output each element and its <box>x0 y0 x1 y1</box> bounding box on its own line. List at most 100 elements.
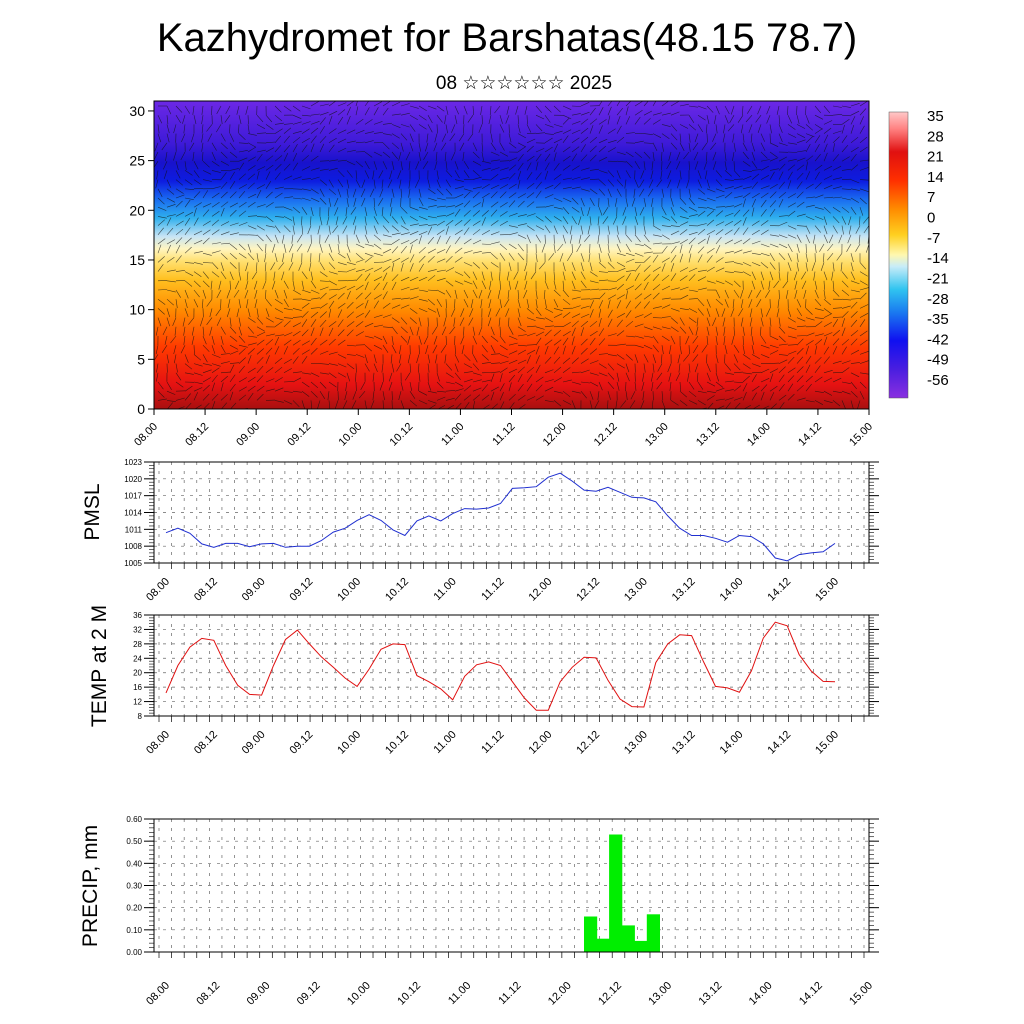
wind-barb <box>400 286 410 291</box>
wind-barb <box>526 366 535 374</box>
wind-barb <box>614 410 617 419</box>
wind-barb <box>688 326 694 335</box>
wind-barb <box>805 216 815 221</box>
wind-barb <box>697 269 707 272</box>
wind-barb <box>706 363 711 373</box>
wind-barb <box>553 271 555 281</box>
wind-barb <box>499 367 508 374</box>
wind-barb <box>526 317 536 321</box>
wind-barb <box>643 110 653 116</box>
wind-barb <box>490 335 499 342</box>
wind-barb <box>391 246 399 254</box>
wind-barb <box>517 349 527 355</box>
wind-barb <box>607 299 611 309</box>
wind-barb <box>615 197 618 207</box>
x-tick-label: 14.00 <box>718 576 746 604</box>
wind-barb <box>409 326 414 336</box>
wind-barb <box>724 220 734 226</box>
wind-barb <box>355 106 359 116</box>
wind-barb <box>292 188 303 190</box>
wind-barb <box>472 387 482 392</box>
wind-barb <box>216 124 222 133</box>
wind-barb <box>274 163 282 171</box>
wind-barb <box>292 152 298 162</box>
wind-barb <box>571 357 579 364</box>
wind-barb <box>607 262 615 269</box>
wind-barb <box>635 410 638 419</box>
wind-barb <box>211 271 220 278</box>
wind-barb <box>544 204 554 208</box>
wind-barb <box>706 219 715 226</box>
wind-barb <box>445 188 453 196</box>
wind-barb <box>647 188 654 197</box>
wind-barb <box>388 381 393 391</box>
wind-barb <box>346 262 356 265</box>
wind-barb <box>796 234 802 243</box>
wind-barb <box>557 243 564 252</box>
wind-barb <box>625 285 635 291</box>
wind-barb <box>400 103 410 107</box>
wind-barb <box>697 210 706 217</box>
wind-barb <box>166 133 170 143</box>
wind-barb <box>328 101 337 107</box>
wind-barb <box>832 206 841 213</box>
wind-barb <box>796 133 806 138</box>
wind-barb <box>589 381 599 387</box>
wind-barb <box>391 297 401 300</box>
wind-barb <box>634 179 639 189</box>
wind-barb <box>598 243 602 253</box>
wind-barb <box>328 115 333 125</box>
wind-barb <box>346 197 349 207</box>
wind-barb <box>823 332 833 337</box>
wind-barb <box>535 384 543 392</box>
wind-barb <box>319 286 329 291</box>
wind-barb <box>643 225 646 235</box>
wind-barb <box>602 216 609 224</box>
wind-barb <box>326 216 330 226</box>
wind-barb <box>292 308 302 311</box>
wind-barb <box>517 214 527 217</box>
wind-barb <box>823 127 832 134</box>
wind-barb <box>184 179 193 186</box>
wind-barb <box>823 346 830 355</box>
wind-barb <box>679 244 683 254</box>
wind-barb <box>670 245 677 254</box>
wind-barb <box>499 167 509 171</box>
wind-barb <box>247 385 256 392</box>
wind-barb <box>517 133 527 139</box>
wind-barb <box>631 197 636 207</box>
wind-barb <box>733 326 735 336</box>
wind-barb <box>670 263 675 272</box>
wind-barb <box>652 306 662 309</box>
wind-barb <box>157 289 168 291</box>
wind-barb <box>494 105 501 114</box>
wind-barb <box>661 391 664 401</box>
wind-barb <box>418 276 428 282</box>
wind-barb <box>175 255 182 263</box>
wind-barb <box>553 356 561 364</box>
wind-barb <box>859 188 869 192</box>
wind-barb <box>211 250 221 254</box>
wind-barb <box>616 160 627 163</box>
wind-barb <box>472 271 478 280</box>
wind-barb <box>184 299 188 308</box>
wind-barb <box>245 105 249 115</box>
wind-barb <box>220 207 225 217</box>
wind-barb <box>378 170 384 179</box>
wind-barb <box>661 304 671 309</box>
wind-barb <box>229 191 237 199</box>
wind-barb <box>309 262 312 272</box>
wind-barb <box>391 142 399 149</box>
wind-barb <box>391 274 399 282</box>
wind-barb <box>247 234 258 236</box>
wind-barb <box>517 200 525 208</box>
temp-series-line <box>165 621 836 711</box>
wind-barb <box>526 396 536 401</box>
wind-barb <box>508 243 517 250</box>
wind-barb <box>463 188 473 192</box>
wind-barb <box>652 225 661 231</box>
wind-barb <box>373 216 379 225</box>
wind-barb <box>226 308 231 318</box>
wind-barb <box>805 155 814 162</box>
wind-barb <box>751 151 756 161</box>
